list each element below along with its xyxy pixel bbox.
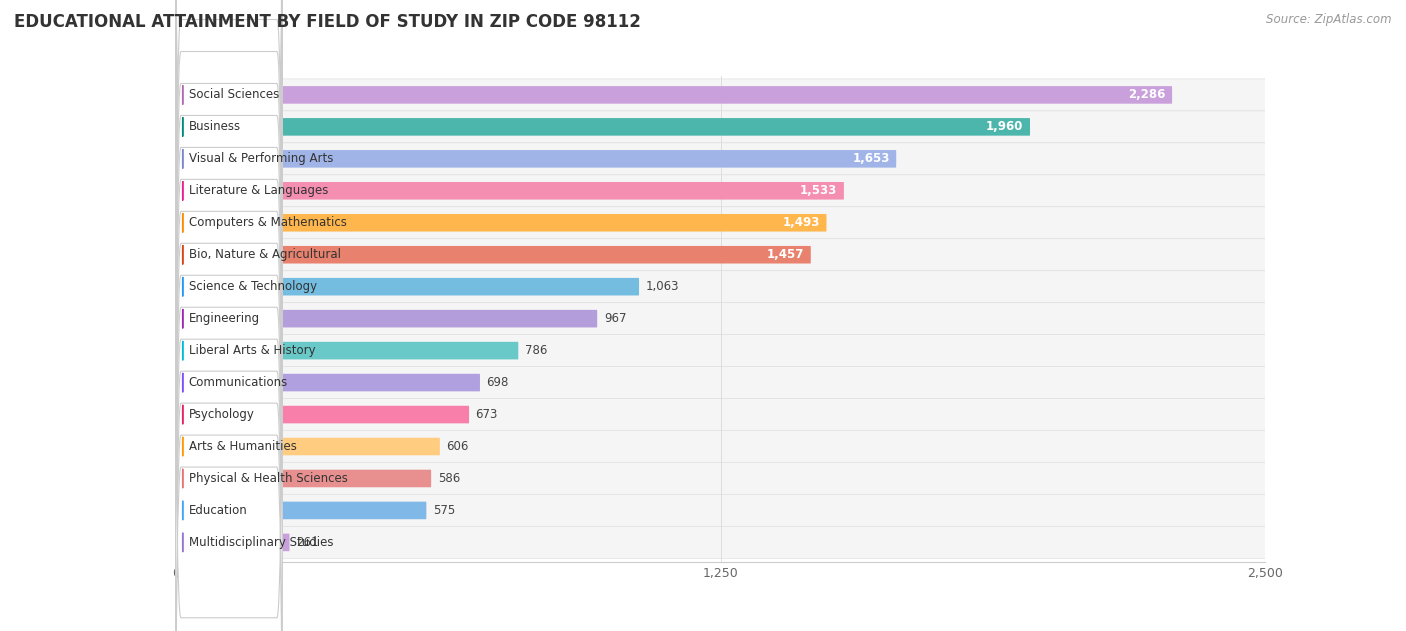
Text: 606: 606 [447,440,468,453]
FancyBboxPatch shape [176,303,1265,334]
FancyBboxPatch shape [176,310,598,327]
Text: Psychology: Psychology [188,408,254,421]
FancyBboxPatch shape [176,143,1265,175]
Text: Science & Technology: Science & Technology [188,280,316,293]
FancyBboxPatch shape [176,430,1265,463]
Text: Physical & Health Sciences: Physical & Health Sciences [188,472,347,485]
FancyBboxPatch shape [176,150,896,168]
FancyBboxPatch shape [176,0,283,499]
FancyBboxPatch shape [176,278,640,295]
Text: Computers & Mathematics: Computers & Mathematics [188,216,347,229]
FancyBboxPatch shape [176,214,827,232]
FancyBboxPatch shape [176,0,283,563]
FancyBboxPatch shape [176,502,426,519]
Text: 1,493: 1,493 [783,216,820,229]
Text: 1,960: 1,960 [986,121,1024,133]
Text: 1,653: 1,653 [852,152,890,165]
FancyBboxPatch shape [176,207,1265,239]
FancyBboxPatch shape [176,367,1265,399]
FancyBboxPatch shape [176,107,283,631]
FancyBboxPatch shape [176,334,1265,367]
Text: 1,063: 1,063 [645,280,679,293]
FancyBboxPatch shape [176,11,283,627]
Text: 2,286: 2,286 [1128,88,1166,102]
FancyBboxPatch shape [176,246,811,264]
Text: Education: Education [188,504,247,517]
Text: Bio, Nature & Agricultural: Bio, Nature & Agricultural [188,248,340,261]
FancyBboxPatch shape [176,202,283,631]
FancyBboxPatch shape [176,170,283,631]
Text: 1,533: 1,533 [800,184,838,198]
FancyBboxPatch shape [176,239,1265,271]
Text: 673: 673 [475,408,498,421]
Text: Communications: Communications [188,376,288,389]
Text: Literature & Languages: Literature & Languages [188,184,328,198]
FancyBboxPatch shape [176,234,283,631]
FancyBboxPatch shape [176,42,283,631]
Text: 698: 698 [486,376,509,389]
Text: 1,457: 1,457 [766,248,804,261]
FancyBboxPatch shape [176,406,470,423]
Text: 586: 586 [437,472,460,485]
Text: EDUCATIONAL ATTAINMENT BY FIELD OF STUDY IN ZIP CODE 98112: EDUCATIONAL ATTAINMENT BY FIELD OF STUDY… [14,13,641,31]
Text: Source: ZipAtlas.com: Source: ZipAtlas.com [1267,13,1392,26]
FancyBboxPatch shape [176,175,1265,207]
FancyBboxPatch shape [176,526,1265,558]
Text: Multidisciplinary Studies: Multidisciplinary Studies [188,536,333,549]
Text: 575: 575 [433,504,456,517]
FancyBboxPatch shape [176,0,283,403]
FancyBboxPatch shape [176,0,283,435]
FancyBboxPatch shape [176,0,283,531]
Text: 967: 967 [603,312,626,325]
Text: 261: 261 [297,536,319,549]
FancyBboxPatch shape [176,79,1265,111]
FancyBboxPatch shape [176,399,1265,430]
Text: 786: 786 [524,344,547,357]
FancyBboxPatch shape [176,271,1265,303]
Text: Social Sciences: Social Sciences [188,88,278,102]
FancyBboxPatch shape [176,0,283,467]
FancyBboxPatch shape [176,138,283,631]
FancyBboxPatch shape [176,118,1031,136]
FancyBboxPatch shape [176,495,1265,526]
FancyBboxPatch shape [176,463,1265,495]
Text: Engineering: Engineering [188,312,260,325]
Text: Arts & Humanities: Arts & Humanities [188,440,297,453]
FancyBboxPatch shape [176,74,283,631]
FancyBboxPatch shape [176,534,290,551]
FancyBboxPatch shape [176,438,440,456]
FancyBboxPatch shape [176,111,1265,143]
FancyBboxPatch shape [176,86,1173,103]
FancyBboxPatch shape [176,469,432,487]
FancyBboxPatch shape [176,182,844,199]
FancyBboxPatch shape [176,0,283,595]
Text: Business: Business [188,121,240,133]
FancyBboxPatch shape [176,374,479,391]
Text: Liberal Arts & History: Liberal Arts & History [188,344,315,357]
Text: Visual & Performing Arts: Visual & Performing Arts [188,152,333,165]
FancyBboxPatch shape [176,342,519,360]
